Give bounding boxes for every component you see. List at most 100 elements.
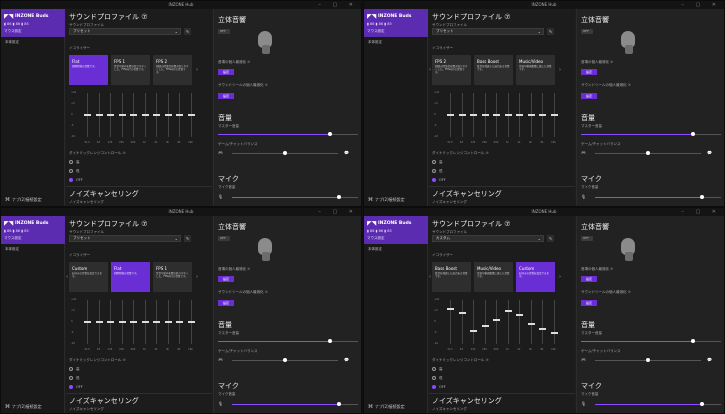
eq-band-slider[interactable] <box>164 114 172 116</box>
personal-opt-button[interactable]: 設定 <box>218 69 234 75</box>
preset-card[interactable]: FPS 1 足音や銃声を聞き取りやすくした、FPS向けの音質です。 <box>153 262 192 292</box>
dynamic-range-option[interactable]: 低 <box>69 169 80 174</box>
dynamic-range-option[interactable]: 高 <box>69 160 80 165</box>
preset-card[interactable]: FPS 2 周囲の環境音を聞き取りやすくした、FPS向けの音質です。 <box>153 55 192 85</box>
radio-button[interactable] <box>432 169 436 173</box>
slider-thumb[interactable] <box>691 339 695 343</box>
eq-band-slider[interactable] <box>458 114 466 116</box>
preset-card[interactable]: Music/Video 音楽や動画鑑賞に適した音質です。 <box>516 55 555 85</box>
eq-band-slider[interactable] <box>550 114 558 116</box>
profile-select[interactable]: カスタム ⌄ <box>432 235 544 242</box>
eq-band-slider[interactable] <box>84 321 91 323</box>
edit-icon[interactable]: ✎ <box>184 235 191 242</box>
device-sub-item[interactable]: マウス設定 <box>4 29 22 33</box>
personal-opt-button[interactable]: 設定 <box>218 276 234 282</box>
eq-band-slider[interactable] <box>447 114 454 116</box>
game-chat-slider[interactable] <box>595 358 701 362</box>
chevron-right-icon[interactable]: › <box>196 274 198 280</box>
edit-icon[interactable]: ✎ <box>184 28 191 35</box>
dynamic-range-option[interactable]: OFF <box>69 385 83 389</box>
eq-band-slider[interactable] <box>516 114 523 116</box>
device-card[interactable]: ◤◥ INZONE Buds ▮ 86 ▮ 86 ▮ 85 マウス設定 <box>364 216 428 244</box>
preset-card[interactable]: FPS 1 足音や銃声を聞き取りやすくした、FPS向けの音質です。 <box>111 55 150 85</box>
dynamic-range-option[interactable]: 高 <box>432 160 443 165</box>
earphone-opt-button[interactable]: 設定 <box>218 93 234 99</box>
slider-thumb[interactable] <box>283 358 287 362</box>
eq-band-slider[interactable] <box>504 114 512 116</box>
radio-button[interactable] <box>432 376 436 380</box>
slider-thumb[interactable] <box>283 151 287 155</box>
eq-band-slider[interactable] <box>118 114 126 116</box>
chevron-left-icon[interactable]: ‹ <box>429 274 431 280</box>
radio-button[interactable] <box>432 178 436 182</box>
profile-select[interactable]: プリセット ⌄ <box>69 235 181 242</box>
device-sub-item[interactable]: マウス設定 <box>367 29 385 33</box>
preset-card[interactable]: FPS 2 周囲の環境音を聞き取りやすくした、FPS向けの音質です。 <box>432 55 471 85</box>
eq-band-slider[interactable] <box>550 332 558 334</box>
spatial-toggle[interactable]: OFF <box>581 29 593 34</box>
preset-card[interactable]: Flat 初期状態の音質です。 <box>69 55 108 85</box>
eq-band-slider[interactable] <box>107 321 114 323</box>
chevron-left-icon[interactable]: ‹ <box>429 67 431 73</box>
edit-icon[interactable]: ✎ <box>547 235 554 242</box>
game-chat-slider[interactable] <box>232 358 338 362</box>
dynamic-range-option[interactable]: 低 <box>432 376 443 381</box>
radio-button[interactable] <box>69 385 73 389</box>
radio-button[interactable] <box>69 178 73 182</box>
preset-card[interactable]: Music/Video 音楽や動画鑑賞に適した音質です。 <box>474 262 513 292</box>
radio-button[interactable] <box>432 367 436 371</box>
edit-icon[interactable]: ✎ <box>547 28 554 35</box>
radio-button[interactable] <box>432 385 436 389</box>
slider-thumb[interactable] <box>646 151 650 155</box>
earphone-opt-button[interactable]: 設定 <box>581 300 597 306</box>
eq-band-slider[interactable] <box>153 321 160 323</box>
eq-band-slider[interactable] <box>187 321 195 323</box>
slider-thumb[interactable] <box>328 339 332 343</box>
spatial-toggle[interactable]: OFF <box>581 236 593 241</box>
sidebar-item-settings[interactable]: 本体設定 <box>5 247 19 251</box>
chevron-right-icon[interactable]: › <box>196 67 198 73</box>
mic-volume-slider[interactable] <box>595 195 721 199</box>
eq-band-slider[interactable] <box>176 114 183 116</box>
radio-button[interactable] <box>69 367 73 371</box>
eq-band-slider[interactable] <box>164 321 172 323</box>
eq-band-slider[interactable] <box>153 114 160 116</box>
eq-band-slider[interactable] <box>107 114 114 116</box>
eq-band-slider[interactable] <box>493 114 500 116</box>
game-chat-slider[interactable] <box>232 151 338 155</box>
eq-band-slider[interactable] <box>130 114 137 116</box>
eq-band-slider[interactable] <box>481 325 489 328</box>
dynamic-range-option[interactable]: 低 <box>69 376 80 381</box>
device-sub-item[interactable]: マウス設定 <box>4 236 22 240</box>
sidebar-item-settings[interactable]: 本体設定 <box>5 40 19 44</box>
slider-thumb[interactable] <box>691 132 695 136</box>
radio-button[interactable] <box>69 376 73 380</box>
master-volume-slider[interactable] <box>218 339 358 343</box>
eq-band-slider[interactable] <box>130 321 137 323</box>
sidebar-hub-settings[interactable]: ⌘ ナブ(2)接続設定 <box>368 404 405 410</box>
spatial-toggle[interactable]: OFF <box>218 29 230 34</box>
eq-band-slider[interactable] <box>470 329 477 332</box>
eq-band-slider[interactable] <box>504 310 512 312</box>
slider-thumb[interactable] <box>646 358 650 362</box>
sidebar-hub-settings[interactable]: ⌘ ナブ(2)接続設定 <box>5 197 42 203</box>
eq-band-slider[interactable] <box>176 321 183 323</box>
eq-band-slider[interactable] <box>539 114 546 116</box>
slider-thumb[interactable] <box>700 195 705 199</box>
personal-opt-button[interactable]: 設定 <box>581 69 597 75</box>
dynamic-range-option[interactable]: OFF <box>432 385 446 389</box>
eq-band-slider[interactable] <box>470 114 477 116</box>
eq-band-slider[interactable] <box>95 114 103 116</box>
eq-band-slider[interactable] <box>493 318 500 321</box>
radio-button[interactable] <box>69 160 73 164</box>
radio-button[interactable] <box>432 160 436 164</box>
eq-band-slider[interactable] <box>539 327 546 330</box>
mic-volume-slider[interactable] <box>232 195 358 199</box>
eq-band-slider[interactable] <box>187 114 195 116</box>
chevron-left-icon[interactable]: ‹ <box>66 274 68 280</box>
eq-band-slider[interactable] <box>481 114 489 116</box>
window-controls[interactable]: – ▢ ✕ <box>681 209 721 215</box>
slider-thumb[interactable] <box>700 402 705 406</box>
eq-band-slider[interactable] <box>458 312 466 315</box>
eq-band-slider[interactable] <box>141 321 149 323</box>
